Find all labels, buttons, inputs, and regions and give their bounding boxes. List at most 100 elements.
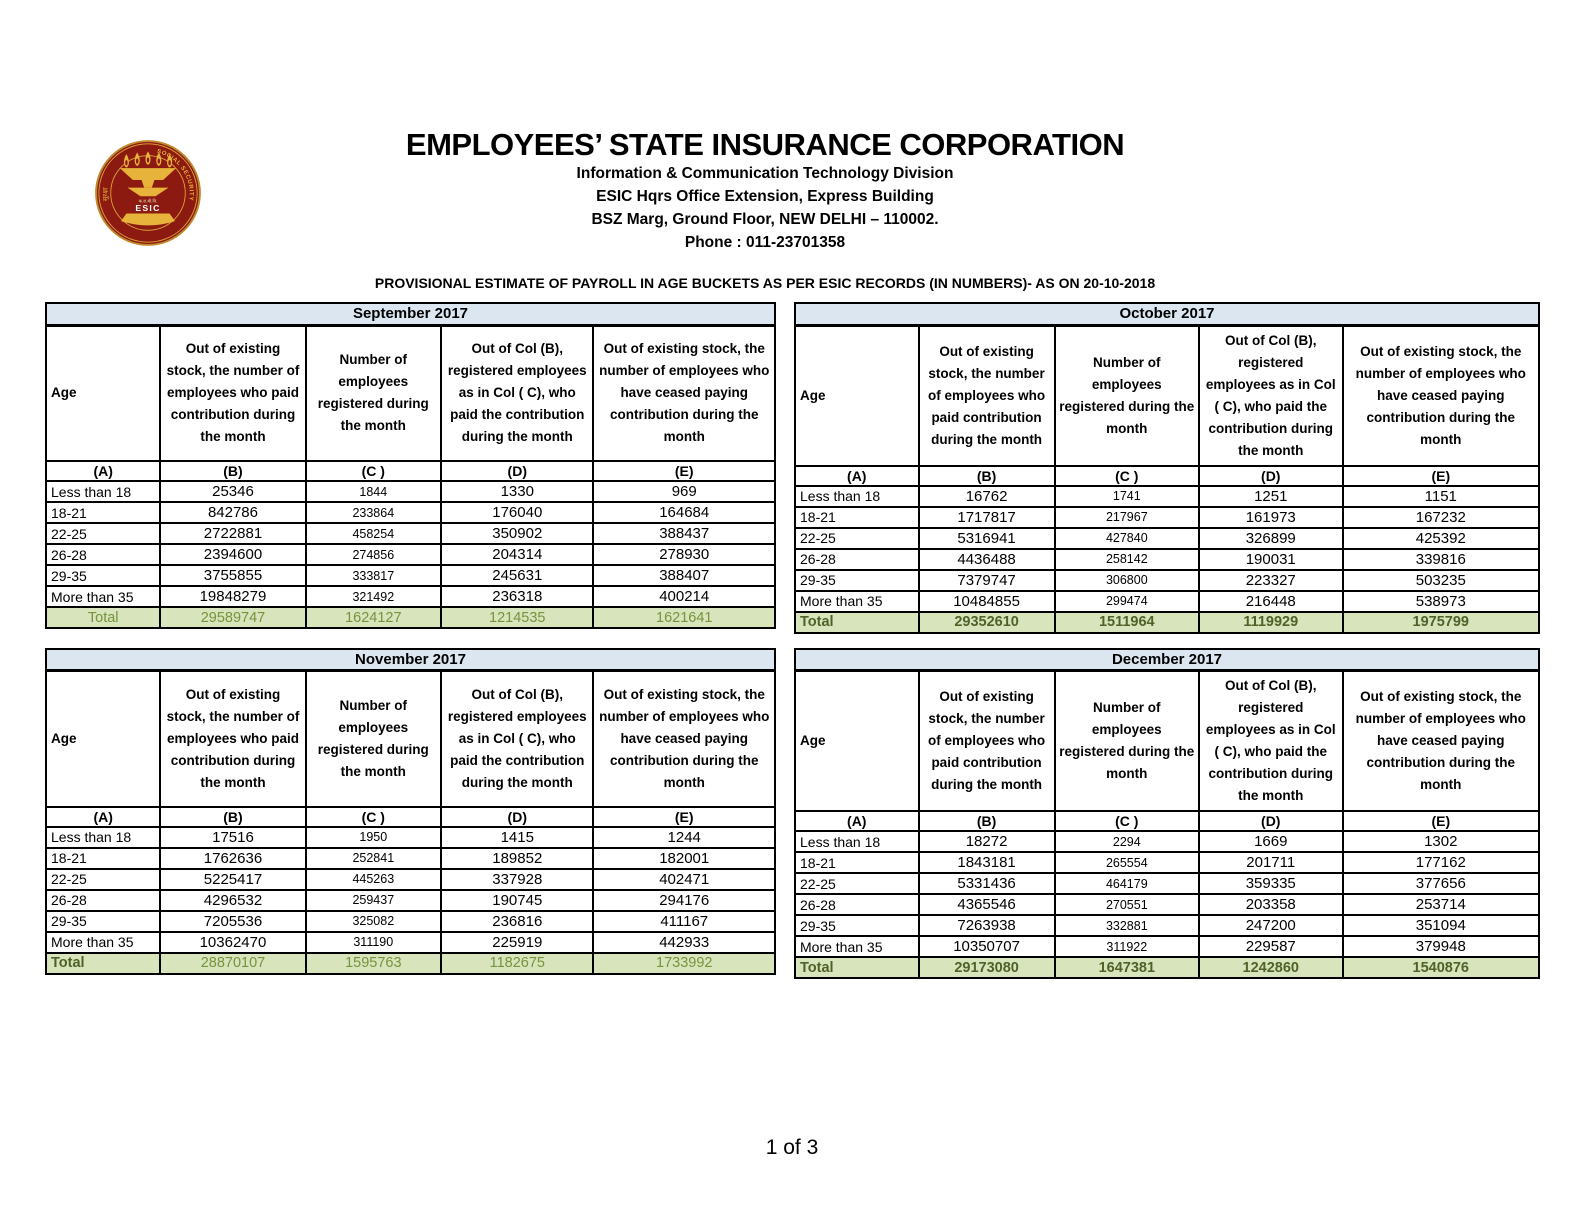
- letter-d: (D): [1197, 464, 1344, 487]
- table-row: 22-25 5316941 427840 326899 425392: [794, 526, 1541, 550]
- value-cell: 258142: [1053, 547, 1200, 571]
- value-cell: 388407: [592, 564, 776, 588]
- total-value: 1733992: [592, 951, 776, 975]
- value-cell: 265554: [1053, 851, 1200, 875]
- age-cell: 26-28: [794, 893, 920, 917]
- letter-a: (A): [794, 464, 920, 487]
- total-value: 1975799: [1341, 610, 1541, 634]
- total-row: Total 29589747 1624127 1214535 1621641: [44, 606, 776, 630]
- value-cell: 333817: [304, 564, 443, 588]
- age-cell: 26-28: [44, 888, 162, 912]
- column-header-age: Age: [794, 324, 920, 467]
- column-header-row: Age Out of existing stock, the number of…: [794, 669, 1541, 813]
- total-value: 1511964: [1053, 610, 1200, 634]
- letter-row: (A) (B) (C ) (D) (E): [794, 464, 1541, 487]
- value-cell: 7263938: [917, 914, 1056, 938]
- table-row: More than 35 10362470 311190 225919 442933: [44, 930, 776, 954]
- letter-b: (B): [159, 805, 307, 828]
- value-cell: 7205536: [159, 909, 307, 933]
- column-header-age: Age: [44, 669, 162, 808]
- table-row: Less than 18 25346 1844 1330 969: [44, 480, 776, 504]
- value-cell: 270551: [1053, 893, 1200, 917]
- value-cell: 538973: [1341, 589, 1541, 613]
- age-cell: 22-25: [794, 872, 920, 896]
- value-cell: 325082: [304, 909, 443, 933]
- value-cell: 16762: [917, 484, 1056, 508]
- value-cell: 427840: [1053, 526, 1200, 550]
- value-cell: 294176: [592, 888, 776, 912]
- value-cell: 1302: [1341, 830, 1541, 854]
- value-cell: 223327: [1197, 568, 1344, 592]
- total-label: Total: [44, 606, 162, 630]
- value-cell: 299474: [1053, 589, 1200, 613]
- table-row: 18-21 1762636 252841 189852 182001: [44, 846, 776, 870]
- value-cell: 229587: [1197, 935, 1344, 959]
- value-cell: 5225417: [159, 867, 307, 891]
- value-cell: 1415: [440, 825, 595, 849]
- value-cell: 10350707: [917, 935, 1056, 959]
- value-cell: 311190: [304, 930, 443, 954]
- total-label: Total: [794, 956, 920, 980]
- value-cell: 400214: [592, 585, 776, 609]
- table-row: Less than 18 18272 2294 1669 1302: [794, 830, 1541, 854]
- value-cell: 252841: [304, 846, 443, 870]
- age-cell: 26-28: [794, 547, 920, 571]
- logo-small-text: क.रा.बी.नि.: [139, 199, 158, 205]
- age-cell: Less than 18: [44, 480, 162, 504]
- letter-a: (A): [44, 460, 162, 483]
- age-cell: Less than 18: [44, 825, 162, 849]
- column-header-c: Number of employees registered during th…: [1053, 669, 1200, 813]
- column-header-b: Out of existing stock, the number of emp…: [917, 669, 1056, 813]
- table-row: More than 35 10484855 299474 216448 538973: [794, 589, 1541, 613]
- lamp-flames-icon: [123, 151, 173, 168]
- value-cell: 326899: [1197, 526, 1344, 550]
- age-cell: Less than 18: [794, 830, 920, 854]
- logo-arc-text-left: सुरक्षा: [101, 187, 110, 202]
- value-cell: 842786: [159, 501, 307, 525]
- age-cell: 22-25: [44, 867, 162, 891]
- month-table-december: December 2017 Age Out of existing stock,…: [794, 647, 1541, 980]
- value-cell: 969: [592, 480, 776, 504]
- total-value: 29352610: [917, 610, 1056, 634]
- value-cell: 236816: [440, 909, 595, 933]
- value-cell: 4365546: [917, 893, 1056, 917]
- total-value: 29589747: [159, 606, 307, 630]
- letter-e: (E): [592, 805, 776, 828]
- age-cell: More than 35: [794, 589, 920, 613]
- month-table-november: November 2017 Age Out of existing stock,…: [44, 647, 776, 975]
- value-cell: 1669: [1197, 830, 1344, 854]
- letter-a: (A): [794, 810, 920, 833]
- letterhead: EMPLOYEES’ STATE INSURANCE CORPORATION I…: [0, 0, 1557, 291]
- total-label: Total: [794, 610, 920, 634]
- esic-logo: क.रा.बी.नि. ESIC सुरक्षा SOCIAL SECURITY: [94, 139, 202, 247]
- value-cell: 458254: [304, 522, 443, 546]
- column-header-d: Out of Col (B), registered employees as …: [1197, 324, 1344, 467]
- page-indicator: 1 of 3: [765, 1136, 819, 1159]
- table-row: 26-28 2394600 274856 204314 278930: [44, 543, 776, 567]
- table-row: 22-25 2722881 458254 350902 388437: [44, 522, 776, 546]
- esic-seal-graphic: क.रा.बी.नि. ESIC सुरक्षा SOCIAL SECURITY: [95, 140, 201, 246]
- value-cell: 25346: [159, 480, 307, 504]
- column-header-b: Out of existing stock, the number of emp…: [917, 324, 1056, 467]
- value-cell: 411167: [592, 909, 776, 933]
- letter-a: (A): [44, 805, 162, 828]
- table-row: 26-28 4365546 270551 203358 253714: [794, 893, 1541, 917]
- month-header: December 2017: [794, 647, 1540, 673]
- value-cell: 19848279: [159, 585, 307, 609]
- age-cell: 22-25: [794, 526, 920, 550]
- month-table-september: September 2017 Age Out of existing stock…: [44, 302, 776, 630]
- month-title: October 2017: [794, 302, 1540, 327]
- month-header: October 2017: [794, 302, 1540, 327]
- table-row: 26-28 4296532 259437 190745 294176: [44, 888, 776, 912]
- table-row: 18-21 842786 233864 176040 164684: [44, 501, 776, 525]
- column-header-age: Age: [44, 324, 162, 463]
- total-value: 1242860: [1197, 956, 1344, 980]
- table-row: 29-35 7263938 332881 247200 351094: [794, 914, 1541, 938]
- column-header-row: Age Out of existing stock, the number of…: [794, 324, 1541, 467]
- value-cell: 359335: [1197, 872, 1344, 896]
- value-cell: 245631: [440, 564, 595, 588]
- value-cell: 332881: [1053, 914, 1200, 938]
- value-cell: 10362470: [159, 930, 307, 954]
- letter-e: (E): [1341, 810, 1541, 833]
- column-header-c: Number of employees registered during th…: [1053, 324, 1200, 467]
